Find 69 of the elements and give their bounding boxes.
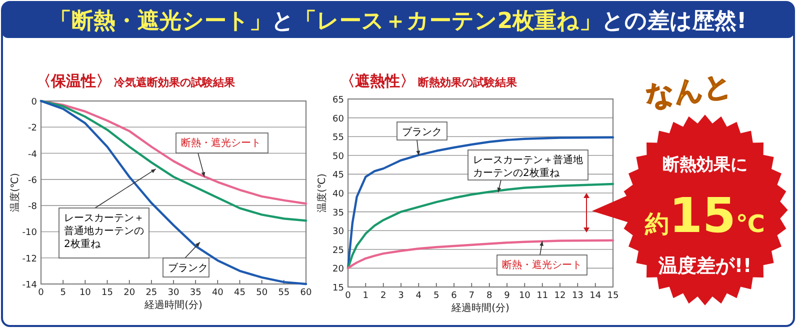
y-tick-label: 25 xyxy=(332,246,344,256)
y-tick-label: 35 xyxy=(332,208,344,218)
x-tick-label: 1 xyxy=(362,291,369,301)
x-tick-label: 35 xyxy=(190,288,202,298)
x-tick-label: 2 xyxy=(380,291,386,301)
y-tick-label: 55 xyxy=(332,133,344,144)
y-tick-label: -4 xyxy=(28,150,38,160)
x-tick-label: 30 xyxy=(168,288,180,298)
y-tick-label: 40 xyxy=(332,190,344,200)
x-tick-label: 14 xyxy=(590,291,602,301)
x-tick-label: 25 xyxy=(146,288,158,298)
x-tick-label: 8 xyxy=(486,291,492,301)
x-tick-label: 10 xyxy=(518,291,531,301)
line-series xyxy=(346,136,614,270)
y-axis-title: 温度(℃) xyxy=(316,173,328,213)
x-tick-label: 10 xyxy=(79,288,92,298)
x-tick-label: 6 xyxy=(451,291,458,301)
line-series xyxy=(346,239,614,270)
y-tick-label: 45 xyxy=(332,170,344,181)
x-tick-label: 7 xyxy=(468,291,475,301)
annotation: 断熱・遮光シート xyxy=(502,259,582,271)
y-tick-label: 20 xyxy=(332,264,344,275)
y-tick-label: 60 xyxy=(332,114,344,124)
chart-subtitle: 断熱効果の試験結果 xyxy=(418,76,518,89)
x-tick-label: 40 xyxy=(212,288,224,298)
annotation: ブランク xyxy=(168,262,208,274)
y-axis-title: 温度(℃) xyxy=(9,172,21,212)
y-tick-label: 30 xyxy=(332,227,344,238)
text: なんと xyxy=(643,68,734,113)
x-tick-label: 4 xyxy=(416,291,422,301)
y-tick-label: -12 xyxy=(22,254,37,264)
annotation: レースカーテン＋普通地カーテンの2枚重ね xyxy=(64,213,144,250)
text: 温度差が!! xyxy=(657,255,752,277)
chart-title: 〈遮熱性〉 xyxy=(340,72,415,90)
y-tick-label: 50 xyxy=(332,152,344,162)
y-tick-label: -10 xyxy=(22,228,38,238)
x-tick-label: 0 xyxy=(345,291,352,301)
x-tick-label: 0 xyxy=(38,288,44,298)
y-tick-label: -2 xyxy=(28,124,37,134)
x-tick-label: 5 xyxy=(60,288,66,298)
x-tick-label: 15 xyxy=(607,291,619,301)
y-tick-label: 0 xyxy=(31,98,38,108)
x-tick-label: 9 xyxy=(504,291,510,301)
annotation: ブランク xyxy=(402,126,442,138)
chart-subtitle: 冷気遮断効果の試験結果 xyxy=(114,76,236,89)
x-tick-label: 5 xyxy=(433,291,440,301)
x-axis-title: 経過時間(分) xyxy=(144,299,202,311)
x-tick-label: 3 xyxy=(398,291,404,301)
x-tick-label: 50 xyxy=(256,288,268,298)
x-tick-label: 55 xyxy=(278,288,290,298)
x-tick-label: 11 xyxy=(536,291,548,301)
y-tick-label: -14 xyxy=(22,280,38,290)
annotation: レースカーテン＋普通地カーテンの2枚重ね xyxy=(473,154,583,179)
x-tick-label: 13 xyxy=(572,291,584,301)
x-tick-label: 45 xyxy=(234,288,246,298)
x-tick-label: 60 xyxy=(300,288,312,298)
x-tick-label: 15 xyxy=(102,288,113,298)
text: 「断熱・遮光シート」と「レース＋カーテン2枚重ね」との差は歴然! xyxy=(49,8,747,34)
line-series xyxy=(40,100,308,286)
x-tick-label: 12 xyxy=(554,291,566,301)
text: 断熱効果に xyxy=(662,155,748,175)
y-tick-label: 65 xyxy=(332,96,344,106)
x-axis-title: 経過時間(分) xyxy=(450,302,510,314)
y-tick-label: -6 xyxy=(28,176,38,186)
x-tick-label: 20 xyxy=(124,288,136,298)
y-tick-label: -8 xyxy=(28,202,38,212)
line-series xyxy=(346,182,614,270)
chart-title: 〈保温性〉 xyxy=(36,72,111,90)
annotation: 断熱・遮光シート xyxy=(181,137,261,149)
